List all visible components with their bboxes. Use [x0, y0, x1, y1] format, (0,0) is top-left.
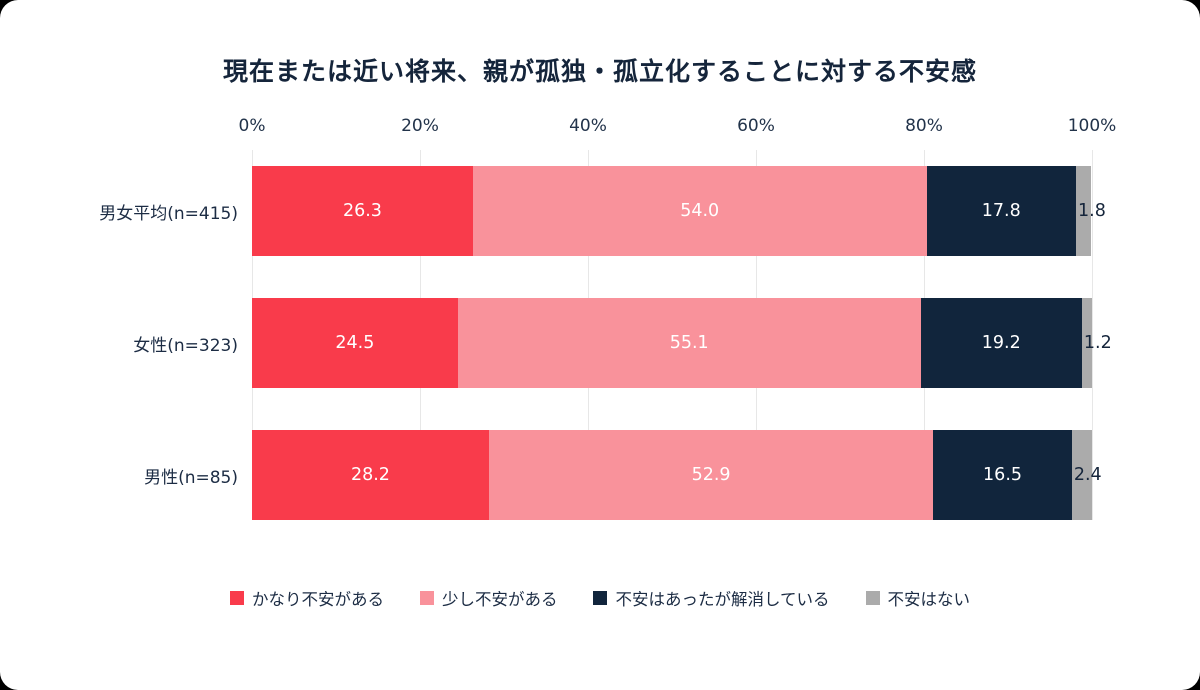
x-tick: 20% [401, 116, 439, 136]
legend-swatch [229, 591, 244, 605]
bar-segment: 52.9 [488, 430, 934, 520]
segment-value: 2.4 [1073, 465, 1102, 485]
axis-spacer [0, 116, 252, 140]
bar-track: 26.3 54.0 17.8 1.8 [252, 166, 1106, 256]
segment-value: 55.1 [669, 333, 709, 353]
segment-value: 17.8 [981, 201, 1021, 221]
segment-value: 54.0 [680, 201, 720, 221]
bar-segment: 24.5 [252, 298, 458, 388]
chart: 0% 20% 40% 60% 80% 100% 男女平均(n=415) 女性(n=323) 男… [0, 116, 1200, 610]
bar-segment: 54.0 [472, 166, 927, 256]
segment-value: 52.9 [691, 465, 731, 485]
bar-row: 24.5 55.1 19.2 1.2 [252, 298, 1112, 388]
legend-label: 不安はない [887, 590, 971, 609]
bar-segment: 1.2 [1081, 298, 1112, 388]
category-labels-column: 男女平均(n=415) 女性(n=323) 男性(n=85) [0, 166, 252, 520]
x-tick: 40% [569, 116, 607, 136]
x-tick: 80% [905, 116, 943, 136]
label-row: 男女平均(n=415) [0, 166, 252, 256]
legend-swatch [865, 591, 880, 605]
category-label: 男性(n=85) [144, 467, 238, 488]
segment-value: 26.3 [342, 201, 382, 221]
x-tick: 0% [238, 116, 266, 136]
segment-value: 1.2 [1083, 333, 1112, 353]
x-axis: 0% 20% 40% 60% 80% 100% [0, 116, 1200, 140]
legend-label: 少し不安がある [441, 590, 558, 609]
bar-segment: 1.8 [1076, 166, 1106, 256]
bar-segment: 19.2 [920, 298, 1082, 388]
bar-track: 24.5 55.1 19.2 1.2 [252, 298, 1112, 388]
segment-value: 24.5 [335, 333, 375, 353]
label-row: 男性(n=85) [0, 430, 252, 520]
x-axis-ticks: 0% 20% 40% 60% 80% 100% [239, 116, 1117, 140]
legend-item: 少し不安がある [419, 586, 558, 610]
legend-item: 不安はあったが解消している [593, 586, 830, 610]
x-tick: 100% [1067, 116, 1117, 136]
plot-outer: 男女平均(n=415) 女性(n=323) 男性(n=85) 26.3 54.0 17.… [0, 150, 1200, 520]
bar-segment: 55.1 [457, 298, 921, 388]
bar-segment: 26.3 [252, 166, 473, 256]
segment-value: 16.5 [983, 465, 1023, 485]
legend-swatch [593, 591, 608, 605]
bar-segment: 17.8 [926, 166, 1077, 256]
bar-segment: 2.4 [1071, 430, 1102, 520]
plot-area: 26.3 54.0 17.8 1.8 24.5 55.1 19.2 1.2 28.2 52.9 16… [251, 150, 1112, 520]
bar-track: 28.2 52.9 16.5 2.4 [252, 430, 1102, 520]
legend-swatch [419, 591, 434, 605]
category-label: 男女平均(n=415) [99, 203, 238, 224]
category-label: 女性(n=323) [133, 335, 238, 356]
legend-label: 不安はあったが解消している [615, 590, 830, 609]
chart-title: 現在または近い将来、親が孤独・孤立化することに対する不安感 [222, 57, 977, 86]
segment-value: 28.2 [350, 465, 390, 485]
segment-value: 19.2 [981, 333, 1021, 353]
bar-segment: 28.2 [252, 430, 489, 520]
segment-value: 1.8 [1078, 201, 1106, 221]
bar-row: 26.3 54.0 17.8 1.8 [252, 166, 1106, 256]
bar-row: 28.2 52.9 16.5 2.4 [252, 430, 1102, 520]
label-row: 女性(n=323) [0, 298, 252, 388]
legend-label: かなり不安がある [251, 590, 384, 609]
legend: かなり不安がある 少し不安がある 不安はあったが解消している 不安はない [0, 586, 1200, 610]
legend-item: かなり不安がある [229, 586, 384, 610]
legend-item: 不安はない [865, 586, 971, 610]
x-tick: 60% [737, 116, 775, 136]
bar-segment: 16.5 [933, 430, 1072, 520]
